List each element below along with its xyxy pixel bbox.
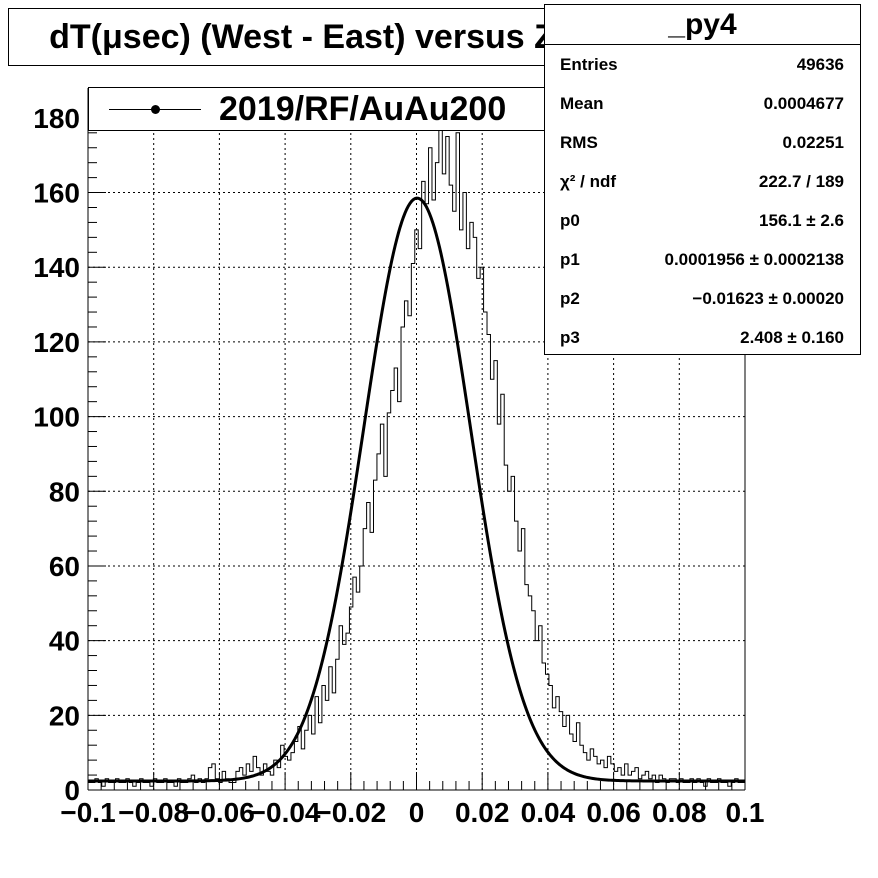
stat-value: −0.01623 ± 0.00020: [692, 289, 844, 308]
stat-name: χ² / ndf: [560, 172, 617, 191]
y-tick-label: 160: [33, 178, 80, 209]
stat-value: 222.7 / 189: [758, 172, 844, 191]
x-tick-label: −0.02: [315, 797, 386, 828]
legend-label: 2019/RF/AuAu200: [219, 90, 507, 128]
stat-name: p2: [560, 289, 580, 308]
stat-name: Entries: [560, 55, 618, 74]
x-tick-label: 0.08: [652, 797, 707, 828]
x-tick-label: 0.04: [521, 797, 576, 828]
y-tick-label: 0: [64, 775, 80, 806]
chart-title-text: dT(μsec) (West - East) versus Z: [49, 17, 555, 56]
stat-name: p0: [560, 211, 580, 230]
x-tick-label: −0.1: [60, 797, 115, 828]
stats-row-p0: p0 156.1 ± 2.6: [545, 201, 860, 240]
legend-line-marker: [109, 105, 201, 114]
stat-value: 0.0004677: [763, 94, 844, 113]
x-tick-label: −0.08: [118, 797, 189, 828]
stats-row-rms: RMS 0.02251: [545, 123, 860, 162]
stat-name: RMS: [560, 133, 598, 152]
stat-value: 0.0001956 ± 0.0002138: [664, 250, 845, 269]
stat-value: 156.1 ± 2.6: [759, 211, 844, 230]
stat-name: p3: [560, 328, 580, 347]
stat-value: 2.408 ± 0.160: [740, 328, 844, 347]
x-tick-label: 0.06: [586, 797, 641, 828]
x-tick-label: −0.04: [250, 797, 321, 828]
x-tick-label: −0.06: [184, 797, 255, 828]
y-tick-label: 40: [49, 626, 80, 657]
legend: 2019/RF/AuAu200: [88, 87, 614, 131]
y-tick-label: 100: [33, 402, 80, 433]
x-tick-label: 0: [409, 797, 425, 828]
stat-name: Mean: [560, 94, 604, 113]
stats-row-p2: p2 −0.01623 ± 0.00020: [545, 279, 860, 318]
x-tick-label: 0.1: [726, 797, 765, 828]
stats-box: _py4 Entries 49636 Mean 0.0004677 RMS 0.…: [544, 4, 861, 355]
chart-title: dT(μsec) (West - East) versus Z: [8, 8, 596, 66]
stat-name: p1: [560, 250, 580, 269]
stat-value: 49636: [796, 55, 844, 74]
y-tick-label: 20: [49, 700, 80, 731]
stats-row-p3: p3 2.408 ± 0.160: [545, 318, 860, 357]
x-tick-label: 0.02: [455, 797, 510, 828]
y-tick-label: 120: [33, 327, 80, 358]
y-tick-label: 80: [49, 476, 80, 507]
legend-dot-icon: [151, 105, 160, 114]
fit-curve: [88, 196, 745, 783]
stat-value: 0.02251: [782, 133, 844, 152]
y-tick-label: 180: [33, 103, 80, 134]
stats-row-chi2: χ² / ndf 222.7 / 189: [545, 162, 860, 201]
stats-row-entries: Entries 49636: [545, 45, 860, 84]
y-tick-label: 140: [33, 252, 80, 283]
stats-row-p1: p1 0.0001956 ± 0.0002138: [545, 240, 860, 279]
y-tick-label: 60: [49, 551, 80, 582]
stats-row-mean: Mean 0.0004677: [545, 84, 860, 123]
stats-title: _py4: [545, 5, 860, 45]
